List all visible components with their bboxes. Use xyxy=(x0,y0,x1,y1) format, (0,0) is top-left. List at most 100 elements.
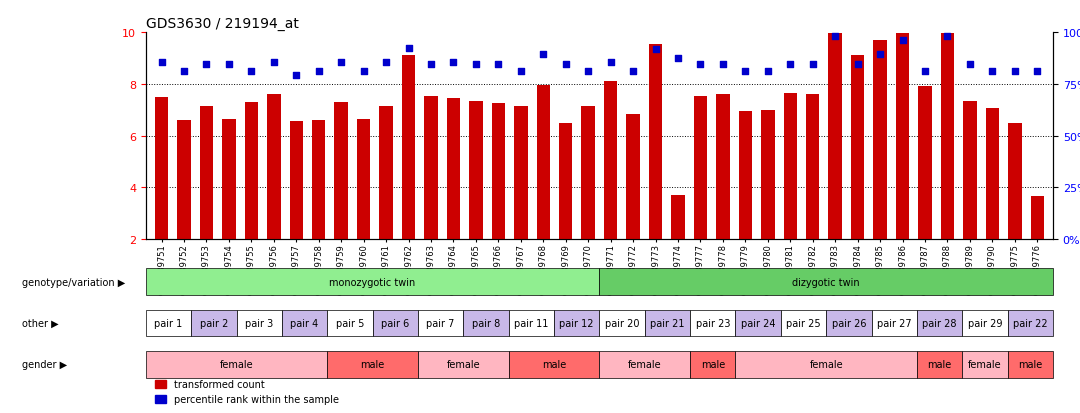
Text: genotype/variation ▶: genotype/variation ▶ xyxy=(22,277,125,287)
Bar xyxy=(537,86,550,240)
Text: pair 28: pair 28 xyxy=(922,318,957,328)
Text: female: female xyxy=(446,359,481,370)
Point xyxy=(445,59,462,66)
Text: GDS3630 / 219194_at: GDS3630 / 219194_at xyxy=(146,17,299,31)
Bar xyxy=(761,111,774,240)
Text: male: male xyxy=(701,359,725,370)
Bar xyxy=(289,122,303,240)
Bar xyxy=(267,95,281,240)
Point xyxy=(422,62,440,69)
Bar xyxy=(244,103,258,240)
Bar xyxy=(806,95,820,240)
Point xyxy=(310,69,327,75)
Point xyxy=(849,62,866,69)
Bar xyxy=(672,196,685,240)
Text: female: female xyxy=(968,359,1002,370)
Point xyxy=(512,69,529,75)
Point xyxy=(647,47,664,53)
Point xyxy=(602,59,619,66)
Point xyxy=(782,62,799,69)
Text: male: male xyxy=(928,359,951,370)
Bar xyxy=(851,56,864,240)
Text: male: male xyxy=(542,359,566,370)
Bar xyxy=(312,121,325,240)
Text: pair 1: pair 1 xyxy=(154,318,183,328)
Bar xyxy=(918,87,932,240)
Point xyxy=(333,59,350,66)
Bar xyxy=(514,107,527,240)
Point xyxy=(916,69,933,75)
Point xyxy=(557,62,575,69)
Point xyxy=(243,69,260,75)
Point xyxy=(580,69,597,75)
Text: pair 6: pair 6 xyxy=(381,318,409,328)
Bar xyxy=(222,119,235,240)
Point xyxy=(939,33,956,40)
Bar xyxy=(828,34,842,240)
Text: pair 25: pair 25 xyxy=(786,318,821,328)
Text: male: male xyxy=(361,359,384,370)
Point xyxy=(198,62,215,69)
Bar xyxy=(335,103,348,240)
Bar xyxy=(693,96,707,240)
Point xyxy=(153,59,171,66)
Text: pair 11: pair 11 xyxy=(514,318,549,328)
Bar xyxy=(356,119,370,240)
Bar xyxy=(783,94,797,240)
Text: pair 24: pair 24 xyxy=(741,318,775,328)
Text: pair 22: pair 22 xyxy=(1013,318,1048,328)
Text: pair 4: pair 4 xyxy=(291,318,319,328)
Text: female: female xyxy=(809,359,843,370)
Bar xyxy=(469,102,483,240)
Point xyxy=(737,69,754,75)
Bar xyxy=(379,107,393,240)
Text: pair 5: pair 5 xyxy=(336,318,364,328)
Point xyxy=(624,69,642,75)
Text: pair 12: pair 12 xyxy=(559,318,594,328)
Bar xyxy=(581,107,595,240)
Bar xyxy=(447,99,460,240)
Bar xyxy=(402,56,416,240)
Text: female: female xyxy=(627,359,662,370)
Point xyxy=(692,62,710,69)
Point xyxy=(805,62,822,69)
Bar xyxy=(154,97,168,240)
Point xyxy=(1028,69,1045,75)
Point xyxy=(894,38,912,44)
Bar xyxy=(1030,197,1044,240)
Bar xyxy=(716,95,730,240)
Point xyxy=(468,62,485,69)
Point xyxy=(1007,69,1024,75)
Bar xyxy=(649,45,662,240)
Bar xyxy=(895,34,909,240)
Bar xyxy=(874,41,887,240)
Bar xyxy=(559,123,572,240)
Point xyxy=(489,62,507,69)
Text: pair 7: pair 7 xyxy=(427,318,455,328)
Point xyxy=(355,69,373,75)
Text: pair 8: pair 8 xyxy=(472,318,500,328)
Bar xyxy=(941,34,955,240)
Point xyxy=(400,45,417,52)
Point xyxy=(714,62,731,69)
Bar xyxy=(739,112,752,240)
Text: other ▶: other ▶ xyxy=(22,318,58,328)
Text: pair 29: pair 29 xyxy=(968,318,1002,328)
Bar xyxy=(626,114,639,240)
Point xyxy=(287,72,305,79)
Point xyxy=(826,33,843,40)
Text: male: male xyxy=(1018,359,1042,370)
Text: pair 20: pair 20 xyxy=(605,318,639,328)
Text: gender ▶: gender ▶ xyxy=(22,359,67,370)
Bar xyxy=(1008,123,1022,240)
Text: female: female xyxy=(219,359,254,370)
Point xyxy=(759,69,777,75)
Bar xyxy=(200,107,213,240)
Point xyxy=(984,69,1001,75)
Text: pair 2: pair 2 xyxy=(200,318,228,328)
Bar xyxy=(604,82,618,240)
Text: pair 23: pair 23 xyxy=(696,318,730,328)
Bar xyxy=(424,96,437,240)
Bar xyxy=(963,102,976,240)
Bar xyxy=(177,121,191,240)
